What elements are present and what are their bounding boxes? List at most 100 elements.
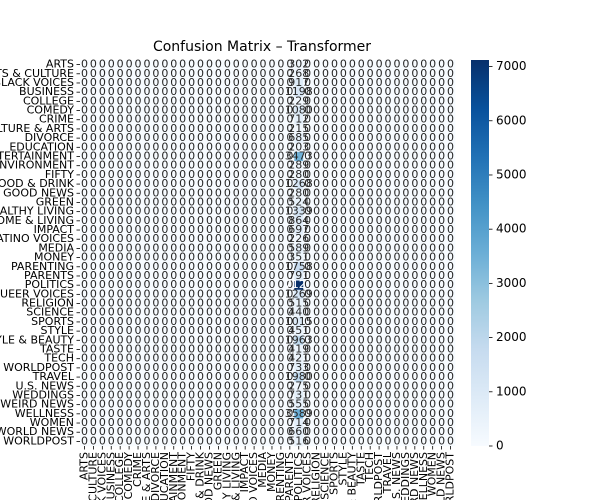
heatmap-cell	[205, 390, 215, 401]
heatmap-cell	[178, 298, 188, 309]
heatmap-cell	[222, 133, 233, 144]
cell-label: 0	[117, 150, 124, 163]
heatmap-cell	[303, 317, 313, 327]
heatmap-cell	[437, 354, 447, 364]
cell-label: 0	[411, 140, 418, 153]
cell-label: 0	[170, 205, 177, 218]
heatmap-cell	[258, 253, 268, 263]
heatmap-cell	[347, 142, 358, 153]
cell-label: 0	[260, 434, 267, 447]
cell-label: 0	[108, 251, 115, 264]
heatmap-cell	[169, 400, 179, 410]
heatmap-cell	[222, 354, 233, 364]
heatmap-cell	[142, 133, 152, 144]
cell-label: 0	[197, 150, 204, 163]
cell-label: 0	[188, 223, 195, 236]
y-tick-label: TASTE	[39, 343, 74, 356]
heatmap-cell	[160, 418, 170, 428]
cell-label: 0	[358, 150, 365, 163]
cell-label: 0	[420, 58, 427, 71]
heatmap-cell	[347, 354, 358, 364]
heatmap-cell	[365, 363, 375, 373]
cell-label: 0	[313, 407, 320, 420]
heatmap-cell	[178, 262, 188, 272]
cell-label: 0	[242, 186, 249, 199]
heatmap-cell	[347, 363, 358, 373]
heatmap-cell	[231, 225, 242, 235]
heatmap-cell	[151, 105, 161, 116]
heatmap-cell	[124, 390, 134, 401]
heatmap-cell	[249, 298, 259, 309]
cell-label: 0	[322, 186, 329, 199]
heatmap-cell	[222, 124, 233, 134]
cell-label: 0	[117, 324, 124, 337]
cell-label: 0	[349, 343, 356, 356]
cell-label: 0	[126, 85, 133, 98]
cell-label: 0	[277, 278, 284, 291]
cell-label: 0	[126, 306, 133, 319]
heatmap-cell	[446, 207, 456, 217]
cell-label: 0	[447, 416, 454, 429]
heatmap-cell	[160, 326, 170, 337]
heatmap-cell	[338, 335, 349, 346]
cell-label: 0	[438, 416, 445, 429]
heatmap-cell	[401, 427, 411, 438]
heatmap-cell	[169, 418, 179, 428]
cell-label: 0	[304, 416, 311, 429]
cell-label: 0	[438, 205, 445, 218]
cell-label: 0	[268, 361, 275, 374]
cell-label: 0	[268, 416, 275, 429]
heatmap-cell	[106, 308, 117, 318]
heatmap-cell	[338, 271, 349, 281]
heatmap-cell	[97, 280, 108, 291]
heatmap-cell	[312, 326, 322, 337]
cell-label: 0	[411, 159, 418, 172]
cell-label: 0	[108, 94, 115, 107]
cell-label: 0	[170, 195, 177, 208]
heatmap-cell	[356, 69, 367, 79]
heatmap-cell	[178, 60, 188, 70]
heatmap-cell	[213, 271, 224, 281]
x-tick-label: BLACK VOICES	[95, 452, 108, 500]
cell-label: 0	[108, 416, 115, 429]
cell-label: 0	[90, 352, 97, 365]
cell-label: 0	[161, 315, 168, 328]
heatmap-cell	[222, 105, 233, 116]
heatmap-cell	[249, 243, 259, 254]
cell-label: 0	[233, 251, 240, 264]
heatmap-cell	[356, 225, 367, 235]
cell-label: 0	[81, 168, 88, 181]
heatmap-cell	[383, 354, 393, 364]
x-tick-label: DIVORCE	[149, 452, 162, 500]
heatmap-cell	[321, 436, 331, 447]
heatmap-cell	[294, 400, 304, 410]
cell-label: 0	[179, 260, 186, 273]
heatmap-cell	[356, 216, 367, 226]
heatmap-cell	[276, 335, 286, 346]
heatmap-cell	[222, 207, 233, 217]
heatmap-cell	[437, 298, 447, 309]
cell-label: 0	[447, 315, 454, 328]
heatmap-cell	[249, 78, 259, 88]
heatmap-cell	[276, 308, 286, 318]
heatmap-cell	[196, 262, 206, 272]
heatmap-cell	[347, 262, 358, 272]
cell-label: 0	[349, 232, 356, 245]
heatmap-cell	[419, 390, 429, 401]
heatmap-cell	[80, 326, 90, 337]
cell-label: 0	[393, 343, 400, 356]
heatmap-cell	[80, 409, 90, 419]
cell-label: 0	[438, 76, 445, 89]
heatmap-cell	[124, 207, 134, 217]
cell-label: 0	[376, 324, 383, 337]
cell-label: 0	[251, 241, 258, 254]
cell-label: 0	[402, 352, 409, 365]
heatmap-cell	[240, 216, 250, 226]
cell-label: 0	[135, 324, 142, 337]
heatmap-cell	[97, 207, 108, 217]
cell-label: 0	[99, 398, 106, 411]
heatmap-cell	[285, 372, 295, 382]
heatmap-cell	[374, 326, 384, 337]
cell-label: 0	[90, 223, 97, 236]
heatmap-cell	[97, 115, 108, 125]
